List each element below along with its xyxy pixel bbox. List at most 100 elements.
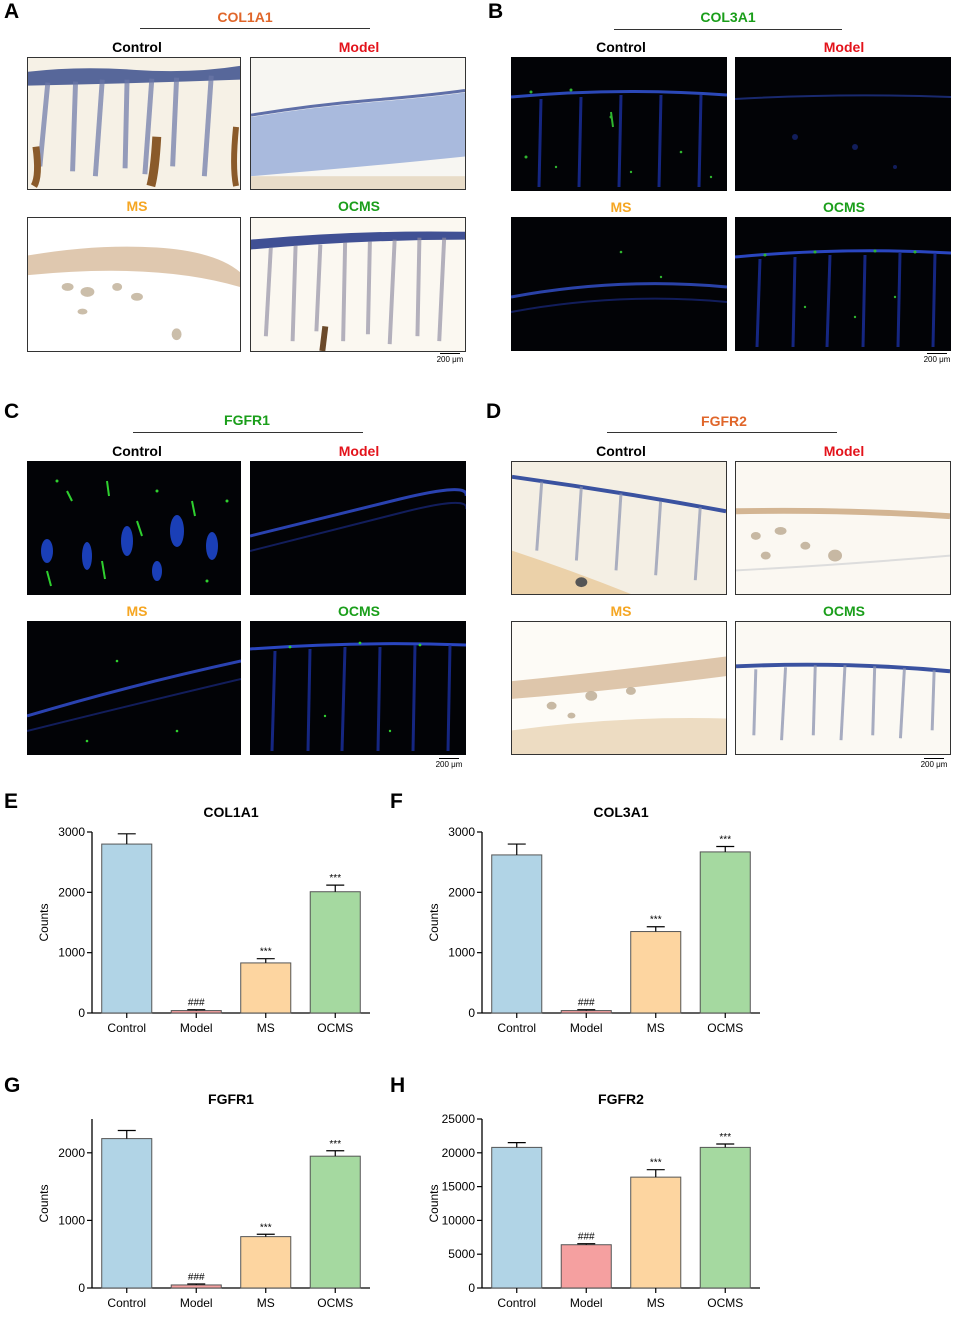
panel-letter-g: G [4,1074,21,1097]
chart-e-annotation-model: ### [188,998,205,1009]
chart-h-svg: FGFR2 Counts 0 5000 10000 15000 20000 25000 Cont… [427,1091,760,1310]
chart-g-ytick-label-1: 1000 [58,1213,85,1227]
chart-e-ytick-label-3: 3000 [58,825,85,839]
chart-f: COL3A1 Counts 0 1000 2000 3000 Control Model ###… [420,795,780,1045]
panel-b-label-control: Control [596,39,646,55]
chart-g-xtick-label-ms: MS [257,1296,275,1310]
panel-d-image-ms [511,621,727,755]
panel-letter-h: H [390,1074,406,1097]
panel-letter-c: C [4,400,20,423]
chart-h-ytick-label-1: 5000 [448,1247,475,1261]
chart-f-ytick-label-2: 2000 [448,885,475,899]
panel-c-label-ms: MS [126,603,148,619]
chart-g-svg: FGFR1 Counts 0 1000 2000 Control Model ### MS ***… [37,1091,370,1310]
chart-g-xtick-label-control: Control [107,1296,146,1310]
chart-f-bar-model [560,1010,612,1014]
chart-h-xtick-label-model: Model [570,1296,603,1310]
panel-c-title-rule [133,432,363,433]
panel-c-image-control [27,461,241,595]
chart-e-title: COL1A1 [203,804,258,820]
chart-e-xtick-label-control: Control [107,1021,146,1035]
chart-e-ytick-label-2: 2000 [58,885,85,899]
panel-a-title-rule [140,28,370,29]
panel-a-label-model: Model [338,39,380,55]
panel-d-label-ms: MS [610,603,632,619]
chart-e-ytick-label-0: 0 [78,1006,85,1020]
panel-a-image-model [250,57,466,190]
chart-h-xtick-label-ocms: OCMS [707,1296,743,1310]
chart-f-annotation-model: ### [578,998,595,1009]
panel-d-image-control [511,461,727,595]
panel-d-image-ocms [735,621,951,755]
chart-e-annotation-ocms: *** [329,873,341,884]
panel-b-image-ms [511,217,727,351]
chart-f-ylabel: Counts [427,903,441,941]
panel-letter-e: E [4,790,19,813]
panel-b-image-control [511,57,727,191]
panel-c-scale-bar: 200 μm [435,758,463,769]
chart-f-svg: COL3A1 Counts 0 1000 2000 3000 Control Model ###… [427,804,760,1035]
panel-b-label-ms: MS [610,199,632,215]
panel-letter-d: D [486,400,502,423]
panel-c-label-model: Model [338,443,380,459]
panel-a-label-control: Control [112,39,162,55]
panel-c-label-ocms: OCMS [338,603,380,619]
panel-a-image-control [27,57,241,190]
panel-a-scale-bar: 200 μm [436,353,464,364]
panel-b-label-ocms: OCMS [823,199,865,215]
panel-a-image-ms [27,217,241,352]
panel-b-image-model [735,57,951,191]
panel-b-image-ocms [735,217,951,351]
chart-h-title: FGFR2 [598,1091,644,1107]
chart-g-bar-model [170,1284,222,1289]
panel-a-label-ocms: OCMS [338,198,380,214]
chart-h-annotation-ms: *** [650,1158,662,1169]
panel-d-label-model: Model [823,443,865,459]
chart-h-ytick-label-4: 20000 [442,1146,476,1160]
chart-e-ytick-label-1: 1000 [58,946,85,960]
chart-h: FGFR2 Counts 0 5000 10000 15000 20000 25000 Cont… [420,1082,780,1320]
chart-g-xtick-label-ocms: OCMS [317,1296,353,1310]
chart-g-ylabel: Counts [37,1184,51,1222]
panel-b-title-rule [614,29,842,30]
chart-h-xtick-label-control: Control [497,1296,536,1310]
chart-h-ytick-label-0: 0 [468,1281,475,1295]
chart-e-xtick-label-model: Model [180,1021,213,1035]
panel-d-title-rule [607,432,837,433]
panel-letter-b: B [488,0,504,23]
chart-e-xtick-label-ms: MS [257,1021,275,1035]
chart-h-bar-model [560,1244,612,1289]
chart-f-ytick-label-3: 3000 [448,825,475,839]
chart-h-bar-ms [630,1176,682,1289]
chart-h-xtick-label-ms: MS [647,1296,665,1310]
chart-h-bar-control [491,1146,543,1289]
panel-c-image-ms [27,621,241,755]
chart-f-xtick-label-model: Model [570,1021,603,1035]
chart-e-bar-ocms [309,891,361,1014]
chart-f-bar-control [491,854,543,1014]
chart-e-bar-control [101,843,153,1014]
chart-g-bar-control [101,1138,153,1289]
chart-f-xtick-label-control: Control [497,1021,536,1035]
panel-b-scale-bar: 200 μm [923,353,951,364]
chart-f-bar-ms [630,931,682,1014]
chart-h-ytick-label-2: 10000 [442,1213,476,1227]
panel-c-image-ocms [250,621,466,755]
chart-f-xtick-label-ms: MS [647,1021,665,1035]
panel-a-image-ocms [250,217,466,352]
panel-d-scale-bar: 200 μm [920,758,948,769]
chart-h-annotation-ocms: *** [719,1132,731,1143]
chart-g-bar-ms [240,1236,292,1289]
panel-c-title: FGFR1 [224,412,270,428]
panel-c-label-control: Control [112,443,162,459]
panel-d-label-control: Control [596,443,646,459]
panel-d-image-model [735,461,951,595]
chart-g-title: FGFR1 [208,1091,254,1107]
chart-h-ylabel: Counts [427,1184,441,1222]
chart-f-title: COL3A1 [593,804,648,820]
chart-h-annotation-model: ### [578,1232,595,1243]
chart-e-bar-ms [240,962,292,1014]
chart-f-bar-ocms [699,851,751,1014]
panel-a-label-ms: MS [126,198,148,214]
chart-f-annotation-ocms: *** [719,834,731,845]
